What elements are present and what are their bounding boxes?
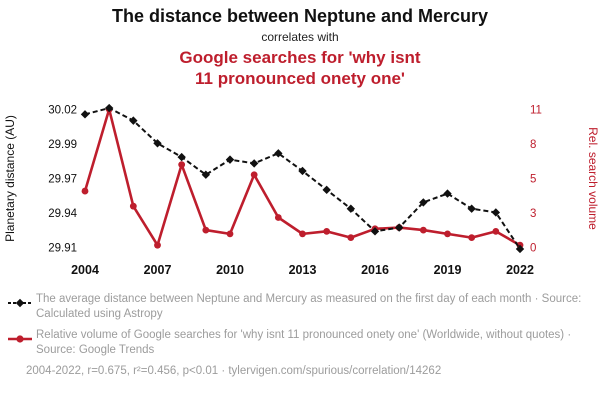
chart-area: 30.02 29.99 29.97 29.94 29.91 11 8 5 3 0 2004 2007 2… bbox=[0, 91, 600, 288]
svg-text:2004: 2004 bbox=[71, 263, 99, 277]
svg-text:5: 5 bbox=[530, 174, 536, 186]
svg-text:8: 8 bbox=[530, 139, 536, 151]
red-circle-solid-icon bbox=[8, 328, 32, 349]
svg-text:30.02: 30.02 bbox=[48, 104, 77, 116]
svg-text:11: 11 bbox=[530, 104, 542, 116]
correlation-chart: 30.02 29.99 29.97 29.94 29.91 11 8 5 3 0 2004 2007 2… bbox=[3, 104, 600, 277]
svg-text:29.99: 29.99 bbox=[48, 139, 77, 151]
legend-text-distance: The average distance between Neptune and… bbox=[36, 293, 582, 321]
legend-item-searches: Relative volume of Google searches for '… bbox=[8, 328, 590, 358]
svg-text:29.97: 29.97 bbox=[48, 174, 77, 186]
svg-text:Planetary distance (AU): Planetary distance (AU) bbox=[3, 115, 17, 242]
chart-header: The distance between Neptune and Mercury… bbox=[0, 0, 600, 89]
main-title: The distance between Neptune and Mercury bbox=[111, 6, 489, 26]
legend-text-searches: Relative volume of Google searches for '… bbox=[36, 329, 572, 356]
footer-stats: 2004-2022, r=0.675, r²=0.456, p<0.01 · t… bbox=[26, 364, 442, 377]
svg-text:Rel. search volume: Rel. search volume bbox=[586, 127, 600, 230]
black-diamond-dashed-icon bbox=[8, 292, 32, 313]
svg-text:29.91: 29.91 bbox=[48, 243, 77, 255]
svg-text:2019: 2019 bbox=[434, 263, 462, 277]
svg-text:2007: 2007 bbox=[144, 263, 172, 277]
red-title-line-1: Google searches for 'why isnt bbox=[179, 47, 421, 67]
correlates-with-label: correlates with bbox=[261, 29, 339, 44]
red-title-line-2: 11 pronounced onety one' bbox=[195, 68, 405, 88]
svg-text:2013: 2013 bbox=[289, 263, 317, 277]
svg-text:2010: 2010 bbox=[216, 263, 244, 277]
svg-text:0: 0 bbox=[530, 243, 536, 255]
legend-item-distance: The average distance between Neptune and… bbox=[8, 292, 590, 322]
svg-text:2022: 2022 bbox=[506, 263, 534, 277]
legend: The average distance between Neptune and… bbox=[0, 290, 600, 358]
svg-text:2016: 2016 bbox=[361, 263, 389, 277]
red-title: Google searches for 'why isnt 11 pronoun… bbox=[0, 47, 600, 90]
svg-text:3: 3 bbox=[530, 208, 536, 220]
svg-text:29.94: 29.94 bbox=[48, 208, 77, 220]
